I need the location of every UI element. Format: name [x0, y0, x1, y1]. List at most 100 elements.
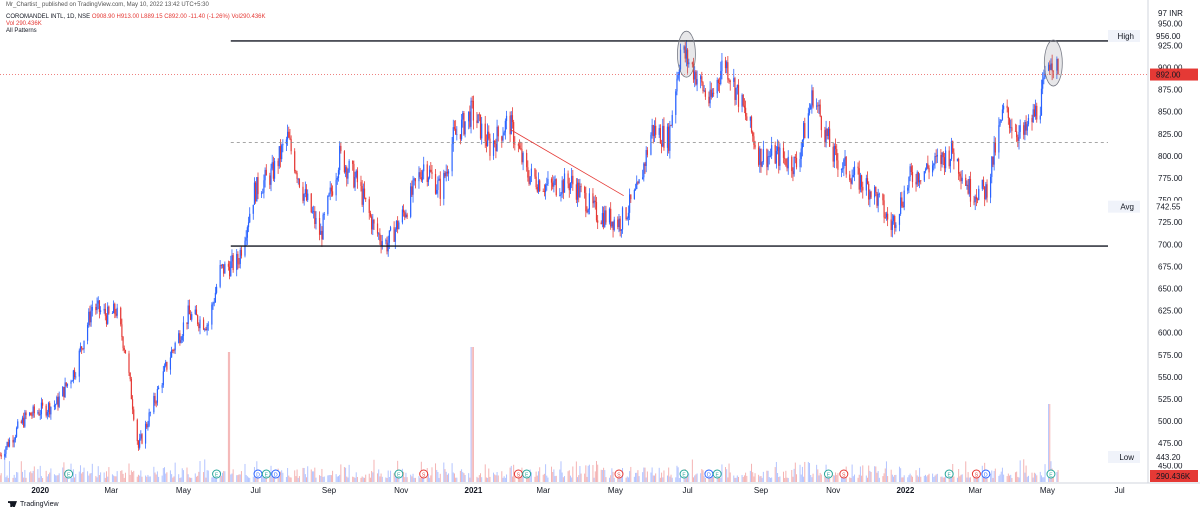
volume-bar: [162, 468, 164, 482]
candle-body: [882, 193, 884, 201]
candle-body: [869, 191, 871, 200]
candle-body: [1040, 88, 1043, 116]
candle-body: [50, 406, 52, 415]
event-marker[interactable]: [971, 469, 981, 479]
candle-body: [99, 310, 102, 312]
volume-bar: [779, 476, 781, 482]
volume-bar: [25, 477, 27, 482]
event-marker[interactable]: [823, 469, 833, 479]
price-tick-label: 950.00: [1158, 19, 1183, 28]
candle-body: [330, 187, 332, 192]
candle-body: [492, 140, 495, 156]
event-marker[interactable]: [712, 469, 722, 479]
symbol-legend[interactable]: COROMANDEL INTL, 1D, NSE O908.90 H913.00…: [6, 14, 266, 21]
volume-bar: [793, 468, 795, 482]
candle-body: [75, 376, 77, 378]
volume-bar: [695, 474, 697, 482]
event-marker[interactable]: [271, 469, 281, 479]
volume-bar: [79, 465, 81, 482]
candle-body: [1019, 125, 1021, 132]
volume-bar: [194, 473, 196, 482]
volume-bar: [862, 465, 864, 482]
volume-bar: [992, 477, 994, 482]
candle-body: [133, 409, 135, 420]
event-marker[interactable]: [419, 469, 429, 479]
price-tick-label: 775.00: [1158, 174, 1183, 183]
volume-bar: [385, 477, 387, 482]
volume-bar: [893, 476, 895, 482]
volume-bar: [451, 463, 453, 482]
volume-bar: [754, 473, 756, 482]
candle-body: [610, 208, 612, 227]
candle-body: [239, 249, 241, 264]
candle-body: [585, 192, 587, 212]
event-marker[interactable]: [944, 469, 954, 479]
volume-bar: [23, 477, 25, 482]
highlight-ellipse[interactable]: [1043, 39, 1063, 87]
candle-body: [290, 139, 292, 152]
volume-bar: [405, 472, 407, 482]
event-marker[interactable]: [212, 469, 222, 479]
candle-body: [55, 404, 57, 406]
candle-body: [726, 62, 728, 69]
candle-body: [356, 170, 359, 183]
candle-body: [49, 403, 51, 415]
candle-body: [57, 397, 59, 407]
event-marker[interactable]: [679, 469, 689, 479]
candle-body: [166, 361, 168, 370]
event-marker[interactable]: [1046, 469, 1056, 479]
volume-bar: [30, 471, 32, 482]
event-marker[interactable]: [614, 469, 624, 479]
candle-body: [33, 406, 35, 414]
candle-body: [586, 211, 588, 213]
event-marker[interactable]: [394, 469, 404, 479]
event-marker[interactable]: [64, 469, 74, 479]
volume-label-bg: [1150, 470, 1198, 482]
indicator-legend[interactable]: All Patterns: [6, 28, 37, 34]
event-marker[interactable]: [522, 469, 532, 479]
candle-body: [434, 174, 437, 194]
candle-body: [494, 140, 496, 144]
volume-bar: [867, 477, 869, 482]
volume-bar: [302, 467, 304, 482]
volume-bar: [902, 477, 904, 482]
candle-body: [982, 179, 985, 187]
volume-bar: [438, 477, 440, 482]
candle-body: [14, 436, 16, 440]
candle-body: [369, 213, 372, 217]
event-marker[interactable]: [261, 469, 271, 479]
candle-body: [129, 372, 131, 380]
candle-body: [552, 182, 554, 187]
volume-bar: [231, 473, 233, 482]
candle-body: [191, 314, 193, 320]
volume-bar: [900, 468, 902, 482]
price-tick-label: 675.00: [1158, 262, 1183, 271]
volume-bar: [90, 472, 92, 482]
candle-body: [818, 104, 820, 107]
candle-body: [30, 412, 32, 416]
candle-body: [463, 112, 465, 135]
volume-bar: [546, 475, 548, 482]
candle-body: [405, 214, 407, 218]
highlight-ellipse[interactable]: [677, 30, 696, 78]
trend-line[interactable]: [509, 129, 624, 197]
candle-body: [31, 415, 33, 417]
volume-bar: [658, 467, 660, 482]
volume-bar: [678, 477, 680, 482]
candle-body: [103, 308, 105, 311]
candle-body: [859, 175, 862, 190]
volume-bar: [571, 477, 573, 482]
symbol-name[interactable]: COROMANDEL INTL, 1D, NSE: [6, 14, 91, 20]
volume-bar: [244, 463, 246, 482]
volume-bar: [470, 347, 472, 482]
volume-bar: [29, 472, 31, 482]
volume-legend[interactable]: Vol 290.436K: [6, 21, 42, 27]
price-tick-label: 500.00: [1158, 417, 1183, 426]
volume-bar: [106, 471, 108, 482]
event-marker[interactable]: [839, 469, 849, 479]
volume-bar: [364, 477, 366, 482]
candle-body: [999, 121, 1001, 126]
candle-body: [1057, 58, 1059, 75]
event-marker[interactable]: [981, 469, 991, 479]
